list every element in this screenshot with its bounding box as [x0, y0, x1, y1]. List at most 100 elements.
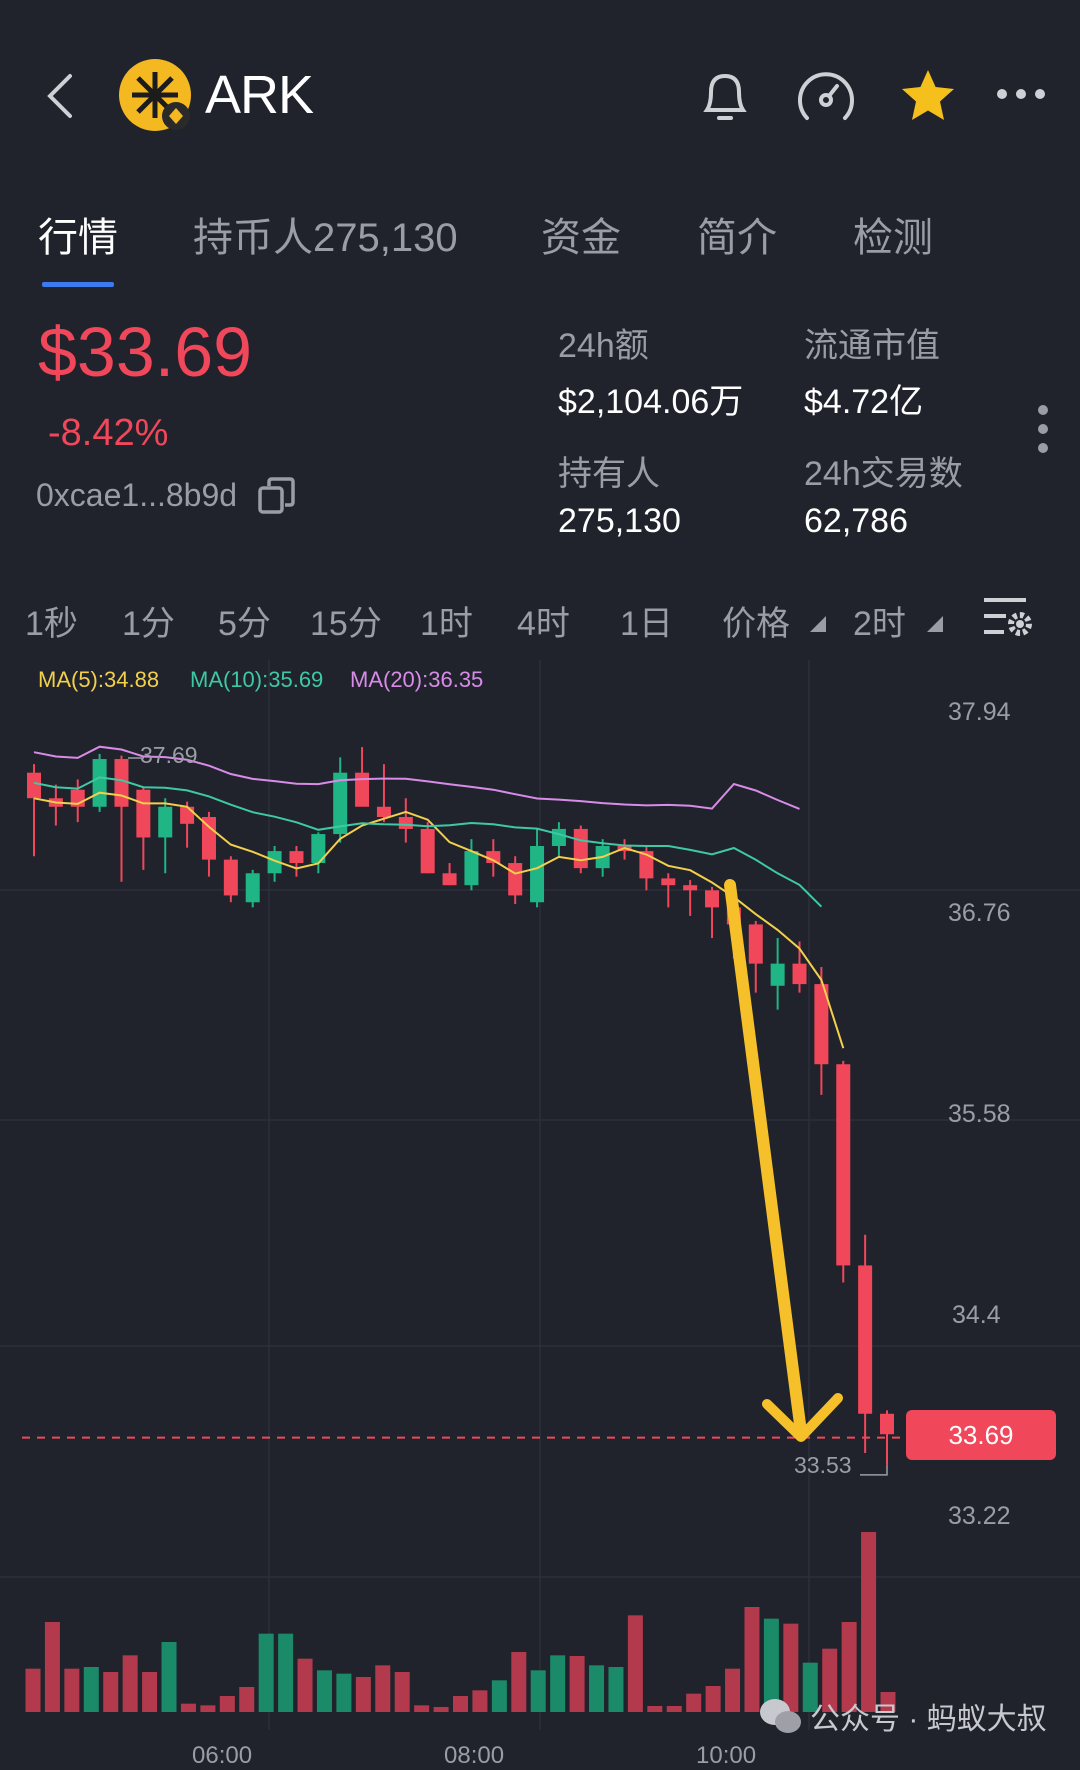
more-icon[interactable]: [994, 84, 1048, 104]
volume-bar: [453, 1696, 468, 1712]
y-tick: 33.22: [948, 1502, 1011, 1530]
interval-dropdown[interactable]: 2时: [853, 605, 906, 643]
volume-bar: [627, 1615, 643, 1712]
dropdown-triangle-icon: [927, 616, 943, 632]
ma20-line: [33, 745, 800, 810]
stat-value: 62,786: [804, 502, 908, 540]
candle: [376, 806, 391, 818]
volume-bar: [763, 1618, 779, 1712]
volume-bar: [161, 1642, 177, 1712]
volume-bar: [822, 1648, 838, 1712]
watermark: 公众号 · 蚂蚁大叔: [758, 1694, 1047, 1738]
volume-bar: [666, 1706, 682, 1712]
candle: [573, 828, 588, 869]
ma5-legend: MA(5):34.88: [38, 667, 160, 692]
candle: [27, 772, 41, 799]
stat-label: 流通市值: [804, 327, 940, 365]
copy-icon[interactable]: [257, 476, 297, 516]
volume-bar: [569, 1656, 585, 1712]
tab-holders[interactable]: 持币人275,130: [193, 216, 458, 260]
volume-bar: [316, 1670, 332, 1712]
volume-bar: [44, 1622, 60, 1712]
contract-address: 0xcae1...8b9d: [36, 477, 238, 513]
volume-bar: [142, 1672, 158, 1712]
volume-bar: [608, 1667, 624, 1712]
timeframe-1m[interactable]: 1分: [122, 605, 175, 643]
current-price-label: 33.69: [906, 1410, 1056, 1460]
candle: [683, 885, 698, 891]
volume-bar: [64, 1668, 80, 1712]
candle: [530, 845, 545, 903]
candle: [311, 834, 326, 864]
candle: [748, 924, 763, 964]
volume-bar: [511, 1652, 527, 1712]
candle: [201, 817, 216, 860]
volume-bar: [414, 1705, 430, 1712]
candle: [180, 806, 195, 824]
timeframe-1d[interactable]: 1日: [620, 605, 673, 643]
volume-bar: [589, 1665, 605, 1712]
timeframe-4h[interactable]: 4时: [517, 605, 570, 643]
stat-label: 持有人: [558, 455, 660, 493]
volume-bar: [122, 1655, 138, 1712]
stat-value: $4.72亿: [804, 383, 924, 421]
candle: [223, 859, 238, 896]
volume-bar: [530, 1670, 546, 1712]
stat-value: 275,130: [558, 502, 681, 540]
candle: [92, 759, 107, 807]
x-tick: 06:00: [192, 1742, 253, 1769]
token-logo: [119, 59, 191, 131]
timeframe-15m[interactable]: 15分: [310, 605, 382, 643]
candle: [770, 963, 785, 986]
tab-funds[interactable]: 资金: [541, 216, 621, 260]
candle: [245, 873, 260, 903]
volume-bar: [375, 1665, 391, 1712]
chart-settings-icon[interactable]: [982, 594, 1034, 640]
stat-label: 24h交易数: [804, 455, 963, 493]
active-tab-indicator: [42, 282, 114, 287]
token-title: ARK: [205, 65, 314, 125]
candle: [551, 828, 566, 846]
volume-bar: [433, 1707, 449, 1712]
candle: [158, 806, 173, 838]
y-tick: 36.76: [948, 899, 1011, 927]
stat-label: 24h额: [558, 327, 649, 365]
candle: [442, 873, 457, 886]
tab-intro[interactable]: 简介: [697, 216, 777, 260]
candle: [814, 984, 829, 1065]
tab-check[interactable]: 检测: [853, 216, 933, 260]
volume-bar: [239, 1687, 255, 1712]
volume-bar: [180, 1703, 196, 1712]
ma5-line: [33, 791, 845, 1049]
ma10-legend: MA(10):35.69: [190, 667, 324, 692]
candle: [114, 759, 129, 807]
watermark-text: 公众号 · 蚂蚁大叔: [810, 1703, 1047, 1736]
ma20-legend: MA(20):36.35: [350, 667, 484, 692]
arrow-annotation: [724, 879, 807, 1438]
volume-bar: [472, 1690, 488, 1712]
y-tick: 34.4: [952, 1301, 1001, 1329]
vertical-more-icon[interactable]: [1034, 404, 1052, 454]
gauge-icon[interactable]: [795, 68, 857, 128]
y-tick: 37.94: [948, 698, 1011, 726]
timeframe-1s[interactable]: 1秒: [25, 605, 78, 643]
timeframe-5m[interactable]: 5分: [218, 605, 271, 643]
x-tick: 08:00: [444, 1742, 505, 1769]
candle: [136, 789, 151, 838]
tab-market[interactable]: 行情: [38, 216, 118, 260]
volume-bar: [802, 1662, 818, 1712]
timeframe-1h[interactable]: 1时: [420, 605, 473, 643]
current-price: $33.69: [38, 313, 253, 391]
volume-bar: [783, 1623, 799, 1712]
price-dropdown[interactable]: 价格: [722, 605, 790, 643]
high-label: 37.69: [140, 742, 198, 768]
candle: [661, 878, 676, 886]
low-marker: [860, 1464, 888, 1476]
bell-icon[interactable]: [697, 68, 753, 126]
low-label: 33.53: [794, 1452, 852, 1478]
candle: [836, 1064, 851, 1266]
back-icon[interactable]: [40, 72, 80, 120]
star-icon[interactable]: [898, 66, 958, 126]
arrow-head: [762, 1393, 843, 1442]
